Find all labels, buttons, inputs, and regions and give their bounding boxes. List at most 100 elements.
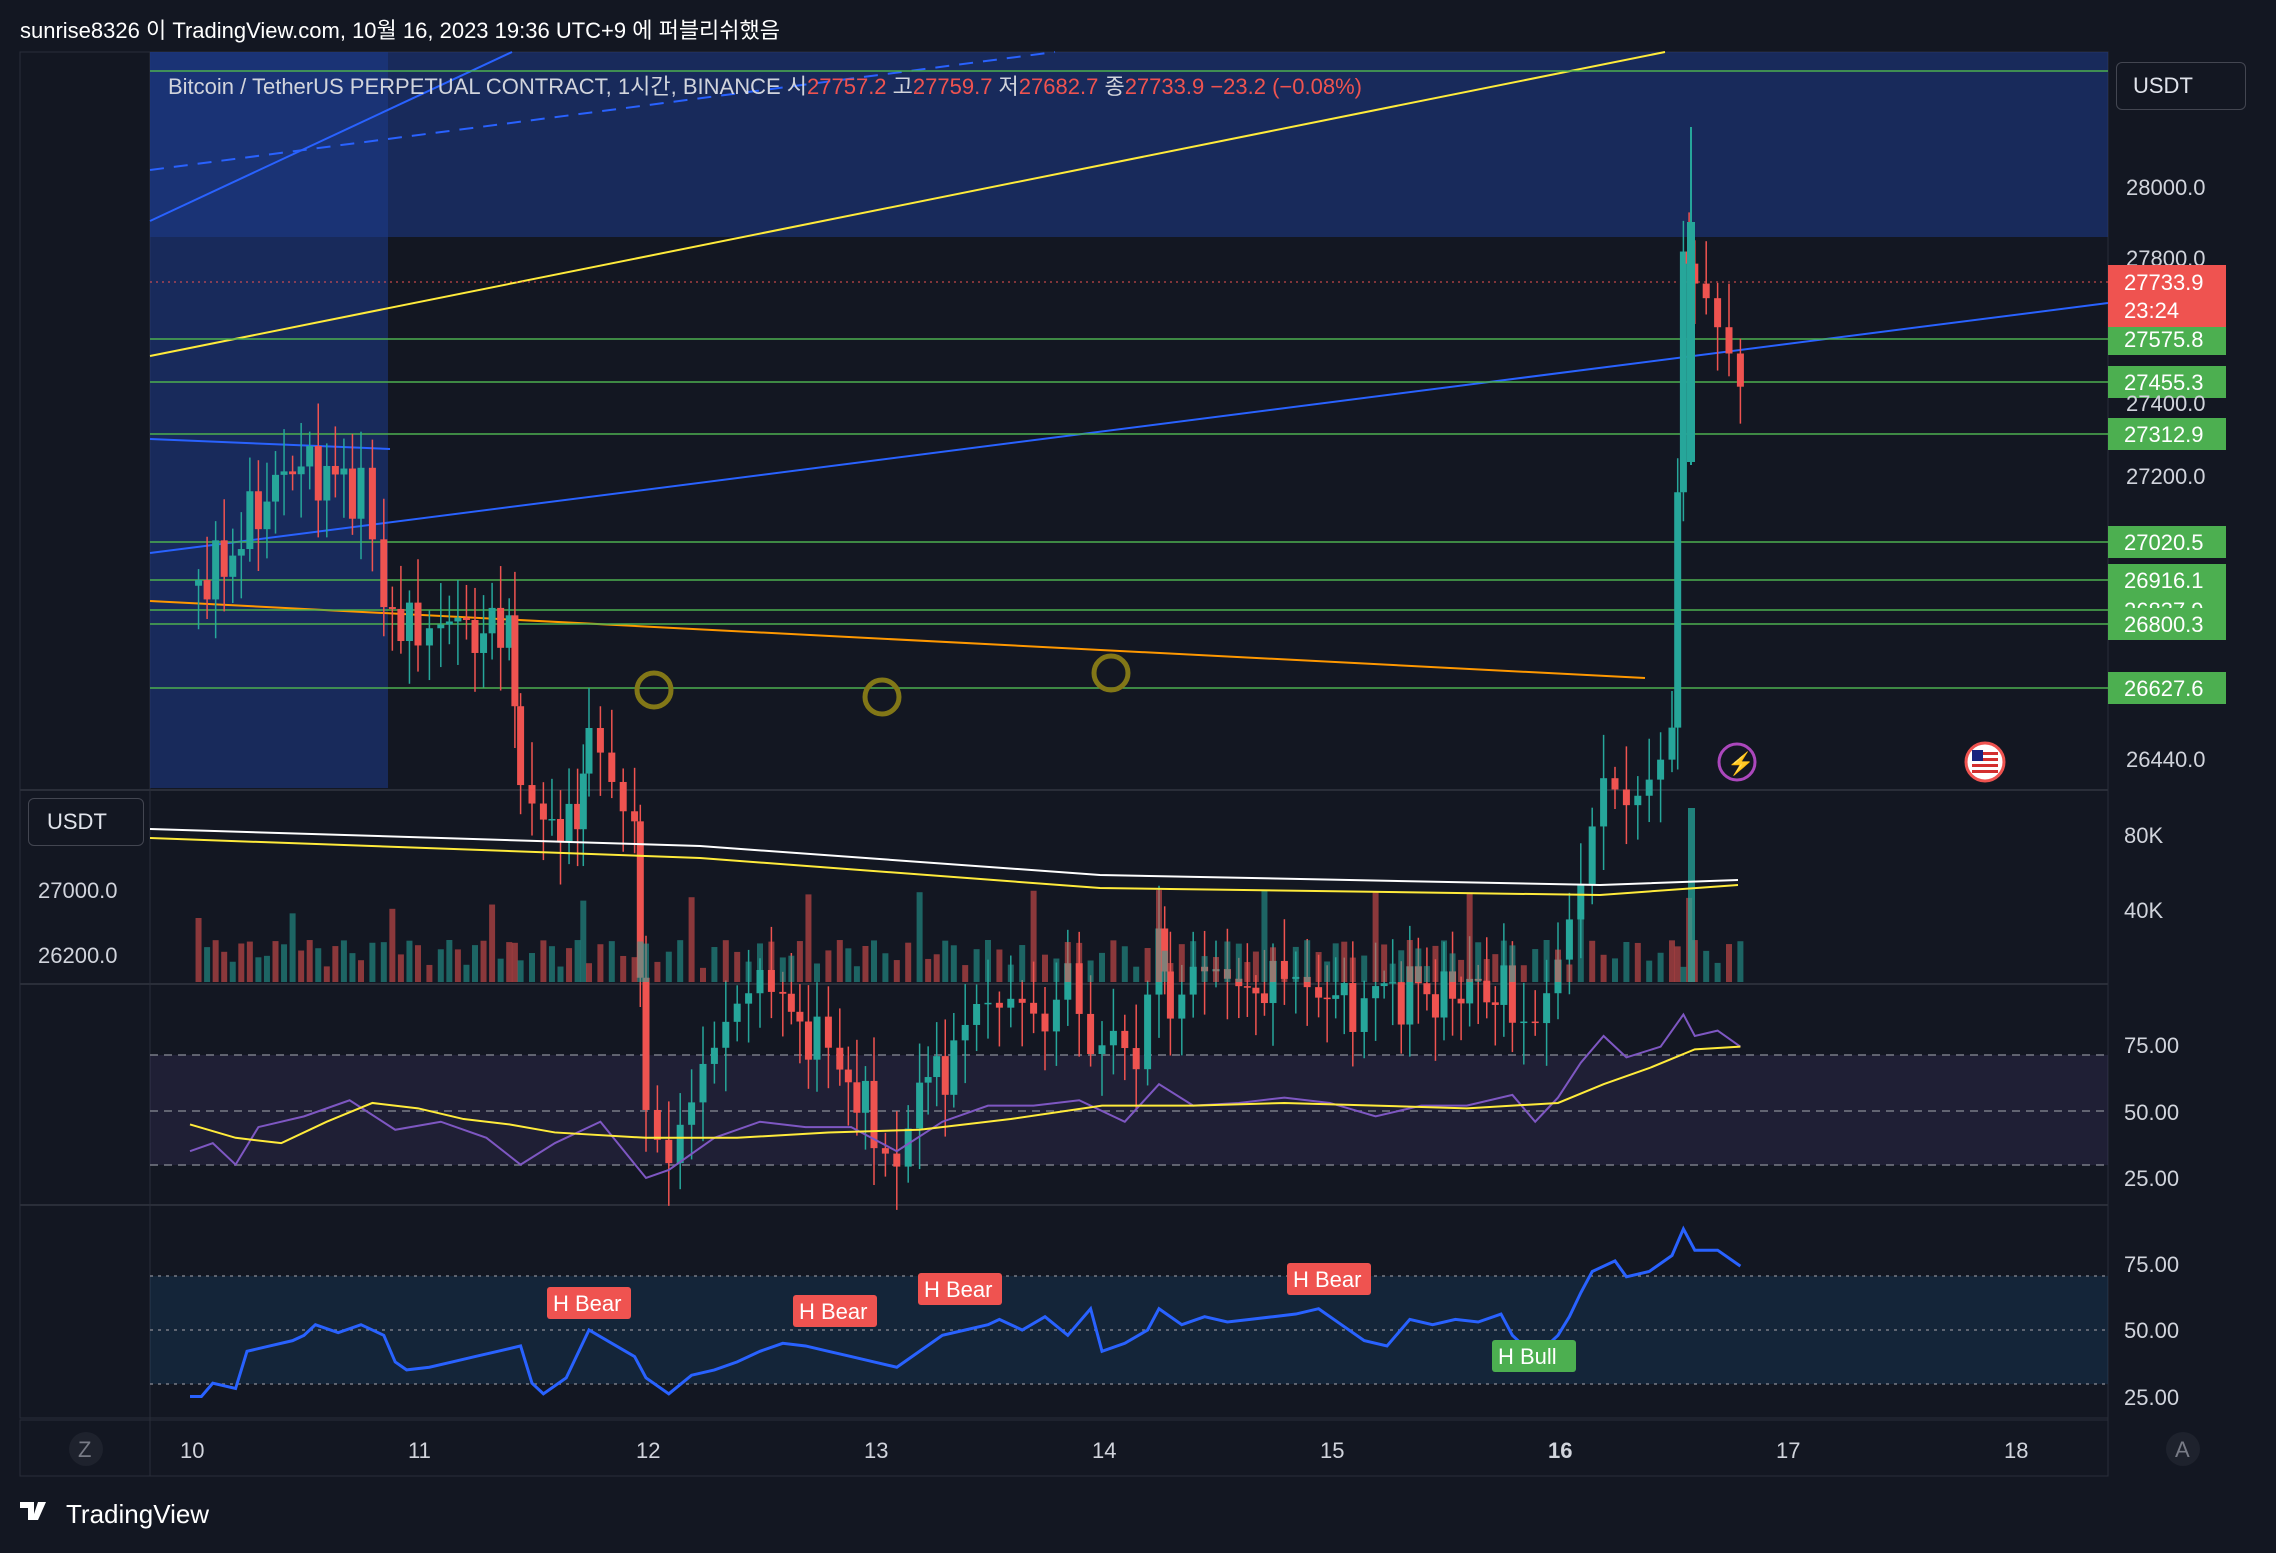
flag-canton <box>1972 750 1983 761</box>
time-axis-tick: 14 <box>1092 1438 1116 1463</box>
candle-body <box>904 1128 912 1167</box>
candle-body <box>480 633 488 653</box>
candle-body <box>1121 1030 1129 1049</box>
candle-body <box>804 1021 812 1060</box>
rsi-axis-tick: 25.00 <box>2124 1166 2179 1191</box>
us-flag-icon <box>1964 741 2006 783</box>
candle-body <box>1303 976 1311 988</box>
candle-body <box>1431 994 1439 1018</box>
candle-body <box>1457 998 1465 1004</box>
volume-left-label: 26200.0 <box>38 943 118 968</box>
candle-body <box>665 1139 673 1164</box>
volume-bar <box>306 940 313 982</box>
candle-body <box>357 467 365 519</box>
volume-bar <box>272 941 279 982</box>
volume-bar <box>1372 891 1379 982</box>
flag-ring <box>1964 741 2006 783</box>
candle-body <box>1634 795 1642 806</box>
candle-body <box>1315 987 1323 998</box>
time-axis-tick: 17 <box>1776 1438 1800 1463</box>
candle-body <box>1323 997 1331 1000</box>
volume-bar <box>426 964 433 982</box>
rsi-series <box>189 1012 1741 1180</box>
lightning-icon: ⚡ <box>1717 742 1757 782</box>
volume-series <box>149 808 1744 982</box>
currency-button[interactable]: USDT <box>2116 62 2246 110</box>
rsi-line <box>189 1012 1741 1180</box>
candle-body <box>246 491 254 550</box>
pivot-circle-marker <box>862 677 902 717</box>
level-tag <box>2108 366 2226 398</box>
header-text: sunrise8326 이 TradingView.com, 10월 16, 2… <box>20 18 1362 1529</box>
volume-bar <box>637 941 644 982</box>
pivot-circle-marker <box>1091 653 1131 693</box>
volume-bar <box>1449 953 1456 982</box>
volume-bar <box>962 965 969 982</box>
candle-body <box>973 1004 981 1025</box>
candle-body <box>870 1080 878 1149</box>
volume-bar <box>454 949 461 982</box>
zoom-left-button[interactable] <box>69 1432 103 1466</box>
auto-scale-button[interactable] <box>2166 1432 2200 1466</box>
volume-bar <box>281 944 288 982</box>
blue-short-line <box>149 438 391 450</box>
volume-bar <box>298 950 305 982</box>
candle-body <box>836 1047 844 1070</box>
candle-body <box>1018 998 1026 1003</box>
time-axis-frame <box>19 1419 2109 1477</box>
volume-bar <box>631 957 638 982</box>
candle-body <box>289 471 297 475</box>
candle-body <box>579 773 587 830</box>
volume-bar <box>574 940 581 982</box>
candle-body <box>314 446 322 501</box>
volume-bar <box>1190 941 1197 982</box>
volume-bar <box>1543 940 1550 982</box>
volume-bar <box>1235 943 1242 982</box>
candle-body <box>1406 966 1414 1025</box>
volume-bar <box>973 949 980 982</box>
candle-body <box>388 607 396 609</box>
candle-body <box>861 1080 869 1113</box>
candle-body <box>1725 327 1733 354</box>
high-label: 고 <box>893 74 913 99</box>
rsi-axis-tick: 75.00 <box>2124 1033 2179 1058</box>
candle-body <box>488 607 496 634</box>
bar-countdown-label: 23:24 <box>2124 298 2179 323</box>
candle-body <box>1243 986 1251 988</box>
tv-logo-icon <box>20 1502 46 1520</box>
volume-bar <box>796 941 803 982</box>
volume-currency-button[interactable]: USDT <box>28 798 144 846</box>
level-tag <box>2108 608 2226 640</box>
level-tag-label: 27312.9 <box>2124 422 2204 447</box>
volume-bar <box>1292 946 1299 982</box>
volume-axis-tick: 40K <box>2124 898 2163 923</box>
publish-line: sunrise8326 이 TradingView.com, 10월 16, 2… <box>20 18 780 43</box>
candle-body <box>1389 982 1397 984</box>
price-axis-tick: 27200.0 <box>2126 464 2206 489</box>
candle-body <box>844 1069 852 1083</box>
close-value: 27733.9 <box>1125 74 1211 99</box>
candle-body <box>642 977 650 1110</box>
candle-body <box>574 803 582 830</box>
candle-body <box>1423 983 1431 995</box>
candle-body <box>1144 994 1152 1070</box>
candle-body <box>1098 1045 1106 1055</box>
candle-body <box>1360 998 1368 1032</box>
volume-bar <box>1304 940 1311 982</box>
symbol-name: Bitcoin / TetherUS PERPETUAL CONTRACT, 1… <box>168 74 787 99</box>
volume-bar <box>229 961 236 982</box>
candle-body <box>445 621 453 625</box>
volume-bar <box>340 940 347 982</box>
candle-body <box>733 1003 741 1022</box>
volume-bar <box>925 958 932 982</box>
candle-body <box>1674 492 1682 728</box>
rsi-band <box>150 1055 2108 1165</box>
volume-bar <box>1509 945 1516 982</box>
volume-bar <box>548 946 555 982</box>
candle-body <box>796 1011 804 1022</box>
candle-body <box>1340 983 1348 996</box>
level-tag-label: 27455.3 <box>2124 370 2204 395</box>
volume-bar <box>853 966 860 982</box>
candle-body <box>941 1056 949 1095</box>
candle-body <box>924 1077 932 1083</box>
